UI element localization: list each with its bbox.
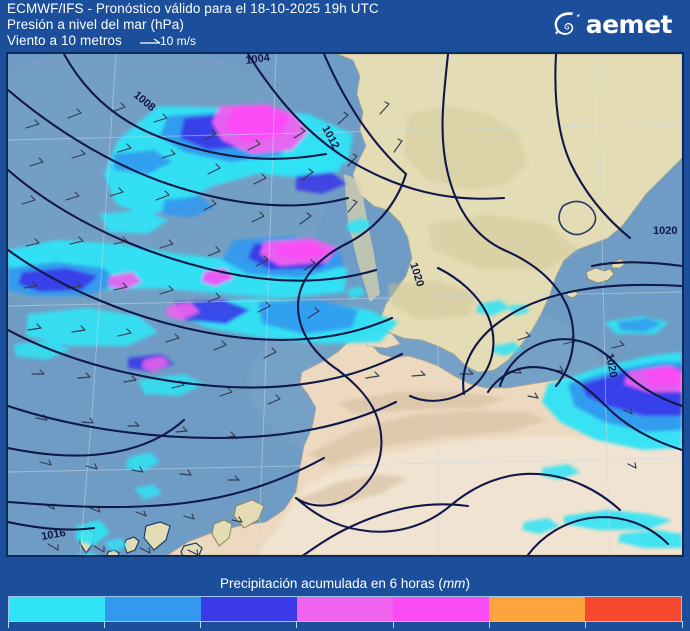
precipitation-color-legend	[8, 596, 682, 622]
isobar-contours	[8, 54, 682, 555]
wind-barb-scale-icon	[140, 38, 161, 44]
forecast-model-title: ECMWF/IFS - Pronóstico válido para el 18…	[7, 1, 379, 16]
landmass-canaries	[79, 499, 265, 555]
legend-tick-2	[200, 621, 202, 628]
wind-subtitle: Viento a 10 metros	[7, 33, 122, 48]
legend-title-text: Precipitación acumulada en 6 horas (mm)	[220, 576, 470, 591]
isobar-label: 1020	[653, 225, 677, 237]
pressure-subtitle: Presión a nivel del mar (hPa)	[7, 17, 184, 32]
legend-title: Precipitación acumulada en 6 horas (mm)	[0, 576, 690, 591]
legend-tick-6	[585, 621, 587, 628]
legend-swatch-5	[489, 597, 585, 621]
legend-swatch-0	[9, 597, 105, 621]
legend-tick-marks	[7, 621, 683, 628]
legend-tick-7	[681, 621, 683, 628]
legend-swatch-4	[393, 597, 489, 621]
isobar-label: 1016	[40, 527, 66, 543]
legend-swatch-1	[105, 597, 201, 621]
wind-scale-label: 10 m/s	[160, 34, 197, 48]
header-bar: ECMWF/IFS - Pronóstico válido para el 18…	[0, 0, 690, 52]
legend-tick-4	[392, 621, 394, 628]
landmass-balearics	[566, 258, 627, 299]
aemet-logo: aemet	[551, 7, 673, 41]
aemet-logo-text: aemet	[585, 9, 673, 39]
precipitation-overlay	[8, 104, 398, 396]
landmass-iberia	[337, 54, 682, 373]
precipitation-overlay-canaries	[76, 452, 162, 555]
legend-swatch-3	[297, 597, 393, 621]
legend-tick-3	[296, 621, 298, 628]
legend-tick-0	[7, 621, 9, 628]
isobar-label: 1004	[245, 54, 272, 67]
isobar-label: 1020	[603, 352, 619, 378]
legend-swatch-2	[201, 597, 297, 621]
map-canvas: 1008 1004 1012 1016 1020 1020 1020	[8, 54, 682, 555]
legend-tick-1	[103, 621, 105, 628]
graticule	[8, 54, 682, 555]
legend-tick-5	[488, 621, 490, 628]
aemet-spiral-icon	[554, 12, 580, 35]
weather-map[interactable]: 1008 1004 1012 1016 1020 1020 1020	[6, 52, 684, 557]
legend-swatch-6	[585, 597, 681, 621]
